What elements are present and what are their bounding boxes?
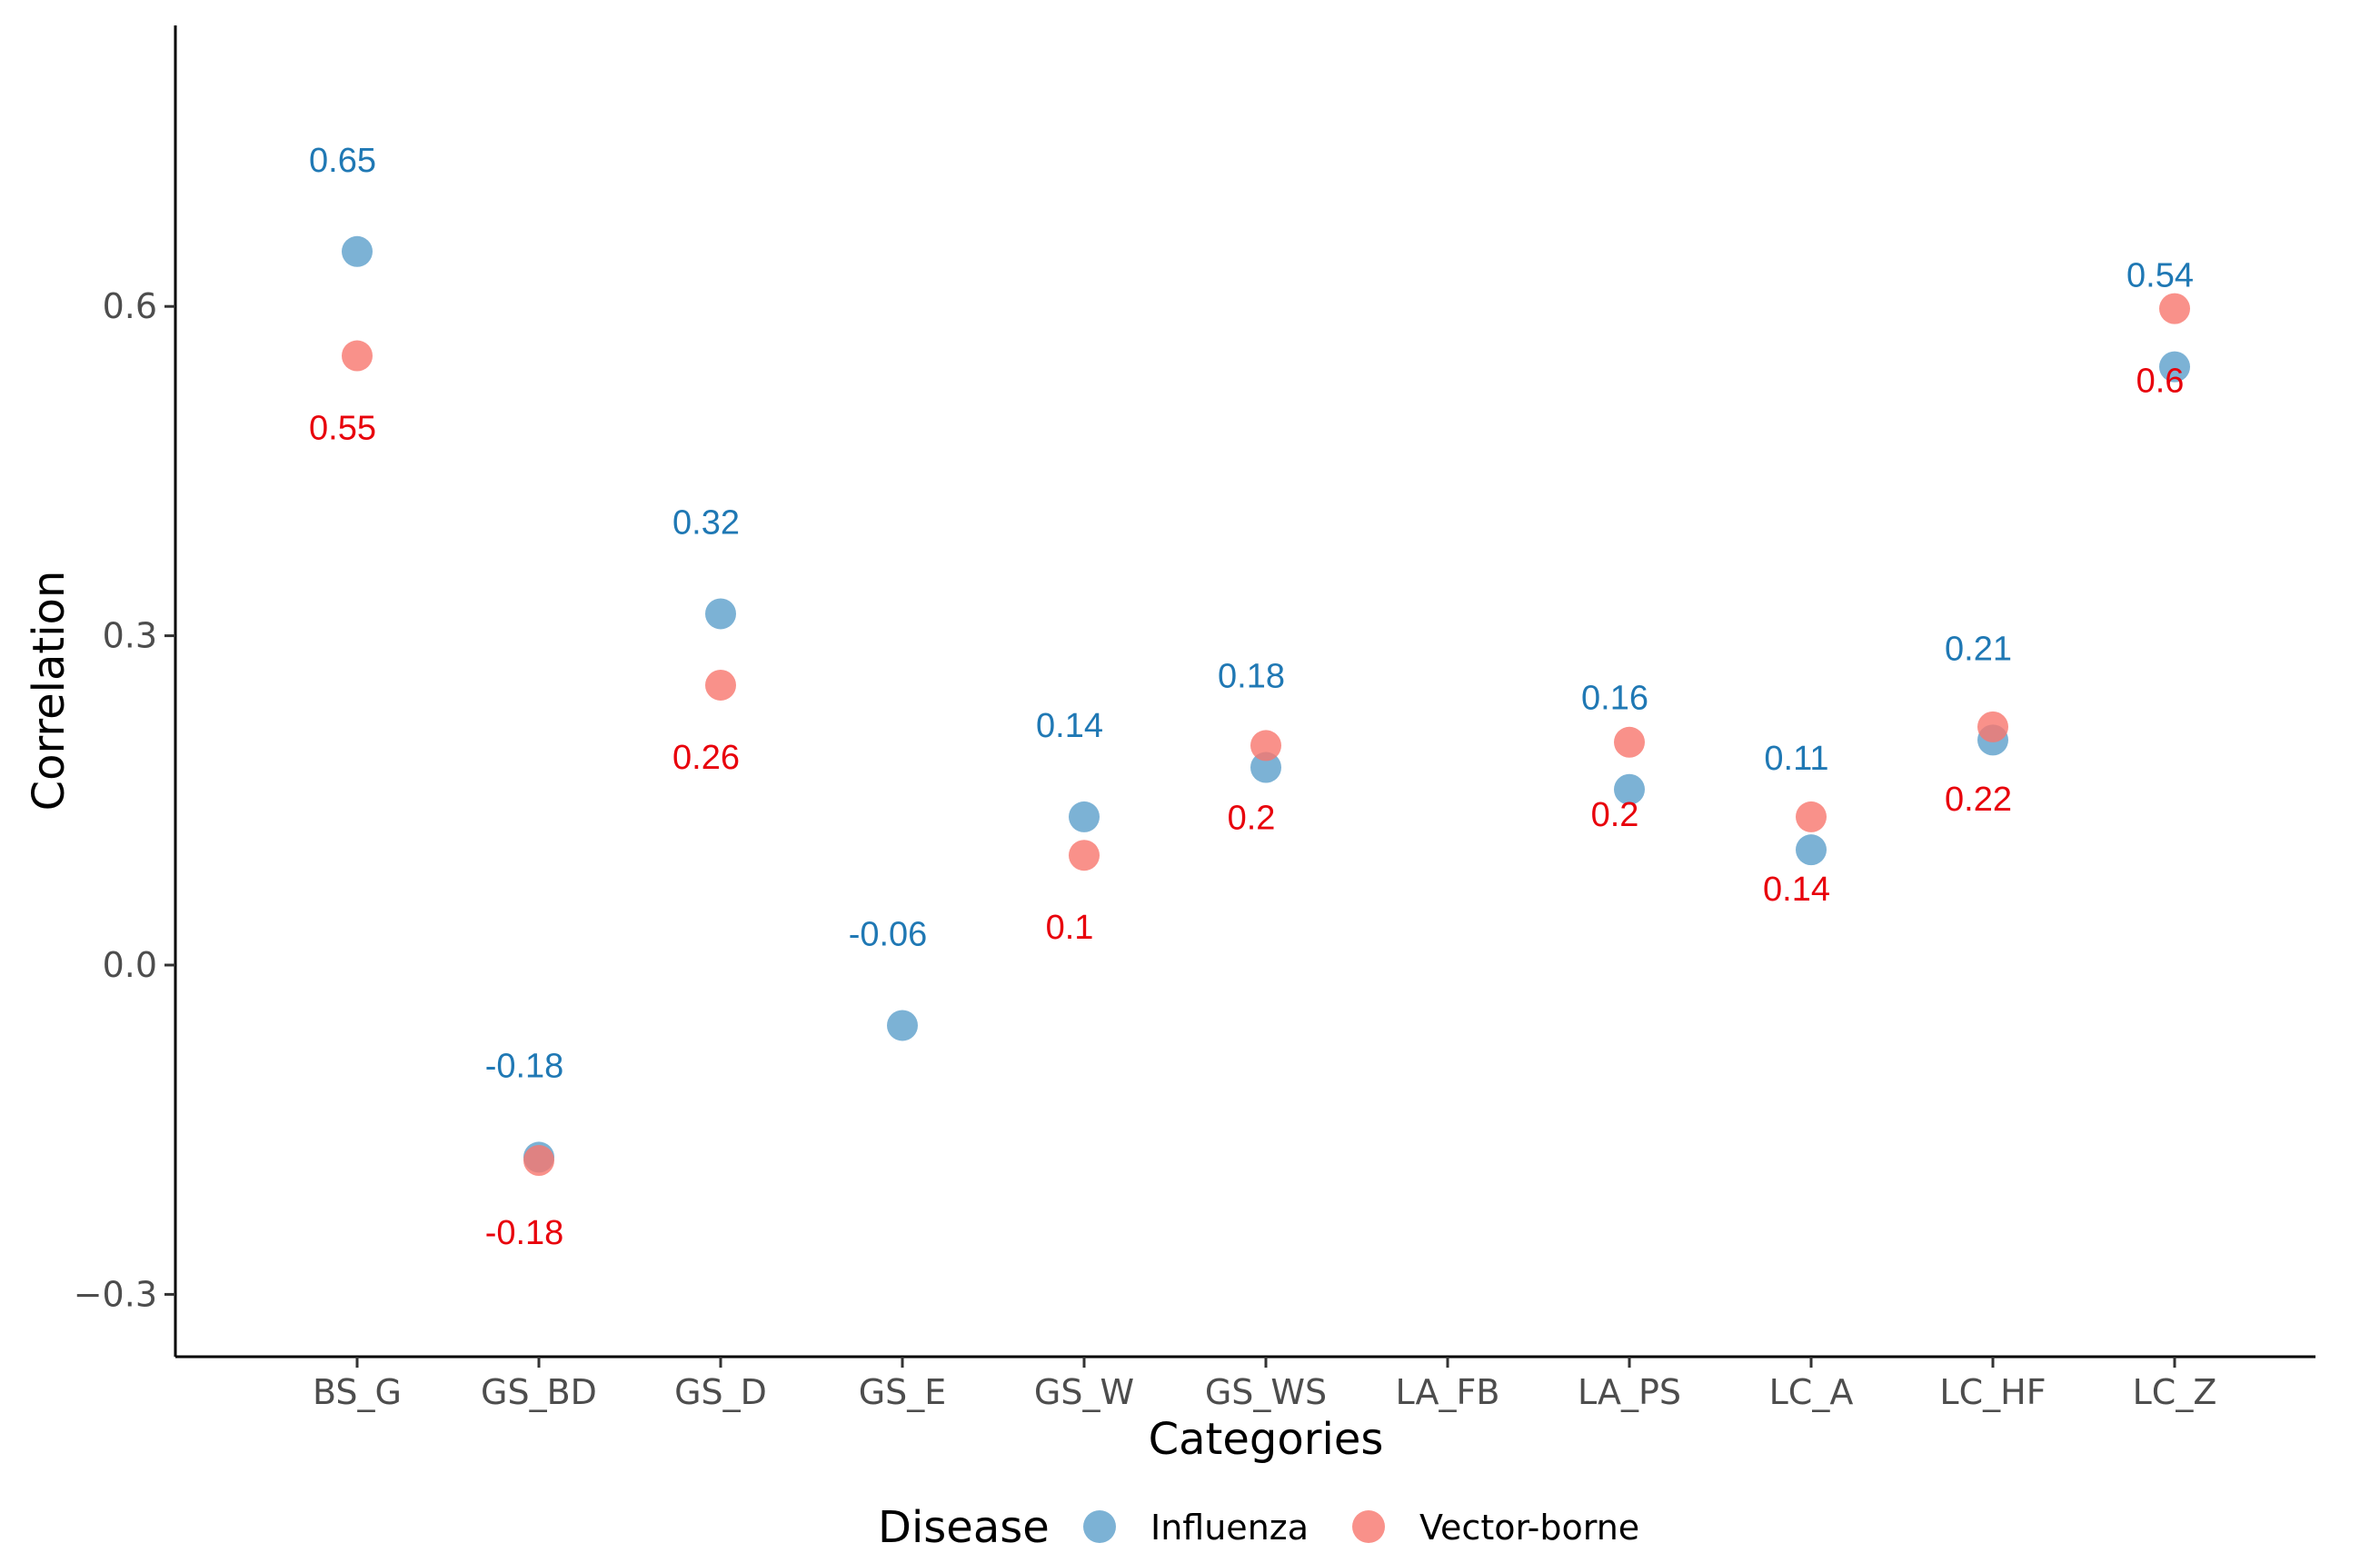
data-label-influenza: 0.11 — [1764, 740, 1828, 778]
data-label-influenza: 0.32 — [672, 503, 740, 542]
data-label-vector-borne: 0.2 — [1591, 796, 1639, 834]
data-label-vector-borne: 0.6 — [2136, 363, 2185, 401]
point-influenza — [1250, 752, 1281, 783]
data-points — [342, 235, 2190, 1177]
legend-label-vector-borne: Vector-borne — [1419, 1508, 1639, 1548]
data-label-influenza: 0.65 — [309, 142, 376, 180]
x-tick-label: LC_Z — [2133, 1372, 2217, 1412]
data-label-influenza: 0.21 — [1945, 630, 2012, 668]
y-axis-title: Correlation — [24, 571, 75, 811]
data-label-vector-borne: 0.2 — [1228, 799, 1276, 837]
data-label-influenza: 0.14 — [1036, 707, 1103, 745]
x-tick-label: GS_WS — [1205, 1372, 1327, 1412]
point-vector-borne — [1977, 711, 2008, 742]
legend-key-influenza — [1083, 1510, 1116, 1543]
y-tick-label: −0.3 — [74, 1274, 157, 1314]
point-vector-borne — [705, 669, 736, 701]
point-influenza — [1614, 773, 1645, 805]
data-label-influenza: -0.06 — [849, 915, 928, 953]
data-label-influenza: 0.54 — [2126, 257, 2194, 295]
data-label-vector-borne: 0.1 — [1046, 909, 1094, 947]
point-influenza — [1069, 801, 1100, 832]
legend-title: Disease — [878, 1502, 1050, 1553]
point-influenza — [887, 1010, 918, 1041]
data-labels: 0.65 -0.18 0.32 -0.06 0.14 0.18 0.16 0.11 0.21 0.… — [309, 142, 2194, 1252]
point-vector-borne — [342, 340, 373, 372]
x-tick-label: LC_A — [1769, 1372, 1854, 1412]
point-influenza — [2159, 351, 2190, 383]
point-vector-borne — [2159, 293, 2190, 324]
point-influenza — [705, 598, 736, 630]
data-label-vector-borne: 0.55 — [309, 410, 376, 448]
data-label-influenza: 0.16 — [1581, 680, 1648, 718]
y-tick-label: 0.0 — [103, 945, 157, 985]
x-tick-label: GS_BD — [481, 1372, 597, 1412]
axes — [174, 25, 2315, 1359]
point-vector-borne — [1069, 840, 1100, 871]
x-tick-label: GS_D — [674, 1372, 767, 1412]
x-tick-label: LA_FB — [1396, 1372, 1500, 1412]
x-ticks: BS_G GS_BD GS_D GS_E GS_W GS_WS LA_FB LA_PS LC_A… — [313, 1357, 2216, 1412]
x-tick-label: BS_G — [313, 1372, 402, 1412]
x-axis-title: Categories — [1149, 1414, 1384, 1465]
data-label-vector-borne: -0.18 — [485, 1214, 564, 1252]
y-ticks: −0.3 0.0 0.3 0.6 — [74, 286, 175, 1314]
data-label-vector-borne: 0.14 — [1763, 871, 1830, 909]
x-tick-label: LA_PS — [1578, 1372, 1681, 1412]
y-tick-label: 0.6 — [103, 286, 157, 326]
point-influenza — [342, 235, 373, 267]
point-vector-borne — [523, 1145, 554, 1177]
point-vector-borne — [1796, 801, 1827, 832]
legend-label-influenza: Influenza — [1150, 1508, 1309, 1548]
legend-key-vector-borne — [1352, 1510, 1385, 1543]
legend: Disease Influenza Vector-borne — [878, 1502, 1639, 1553]
x-tick-label: LC_HF — [1939, 1372, 2046, 1412]
point-influenza — [1796, 834, 1827, 866]
data-label-influenza: 0.18 — [1218, 658, 1285, 696]
x-tick-label: GS_E — [859, 1372, 947, 1412]
y-tick-label: 0.3 — [103, 616, 157, 656]
x-tick-label: GS_W — [1034, 1372, 1134, 1412]
data-label-vector-borne: 0.22 — [1945, 781, 2012, 819]
data-label-influenza: -0.18 — [485, 1047, 564, 1085]
point-vector-borne — [1250, 730, 1281, 762]
point-vector-borne — [1614, 726, 1645, 758]
data-label-vector-borne: 0.26 — [672, 739, 740, 777]
